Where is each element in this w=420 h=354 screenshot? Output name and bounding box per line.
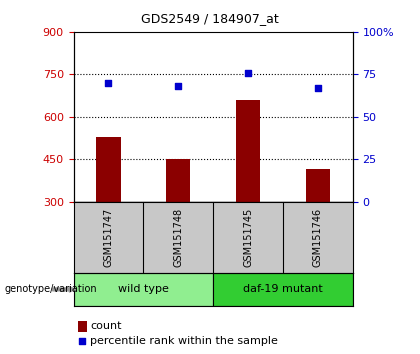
Bar [236, 100, 260, 202]
Text: wild type: wild type [118, 284, 169, 295]
Text: percentile rank within the sample: percentile rank within the sample [90, 336, 278, 346]
Text: daf-19 mutant: daf-19 mutant [243, 284, 323, 295]
Bar [306, 169, 330, 202]
Text: genotype/variation: genotype/variation [4, 284, 97, 295]
Text: count: count [90, 321, 122, 331]
Text: GSM151745: GSM151745 [243, 207, 253, 267]
Point [175, 84, 181, 89]
Bar [74, 273, 213, 306]
Bar [213, 273, 353, 306]
Point [79, 338, 86, 343]
Text: GSM151746: GSM151746 [313, 207, 323, 267]
Text: GDS2549 / 184907_at: GDS2549 / 184907_at [141, 12, 279, 25]
Text: GSM151747: GSM151747 [103, 207, 113, 267]
Point [245, 70, 252, 75]
Point [105, 80, 112, 86]
Point [315, 85, 321, 91]
Bar [166, 159, 190, 202]
Text: GSM151748: GSM151748 [173, 207, 183, 267]
Bar [96, 137, 121, 202]
